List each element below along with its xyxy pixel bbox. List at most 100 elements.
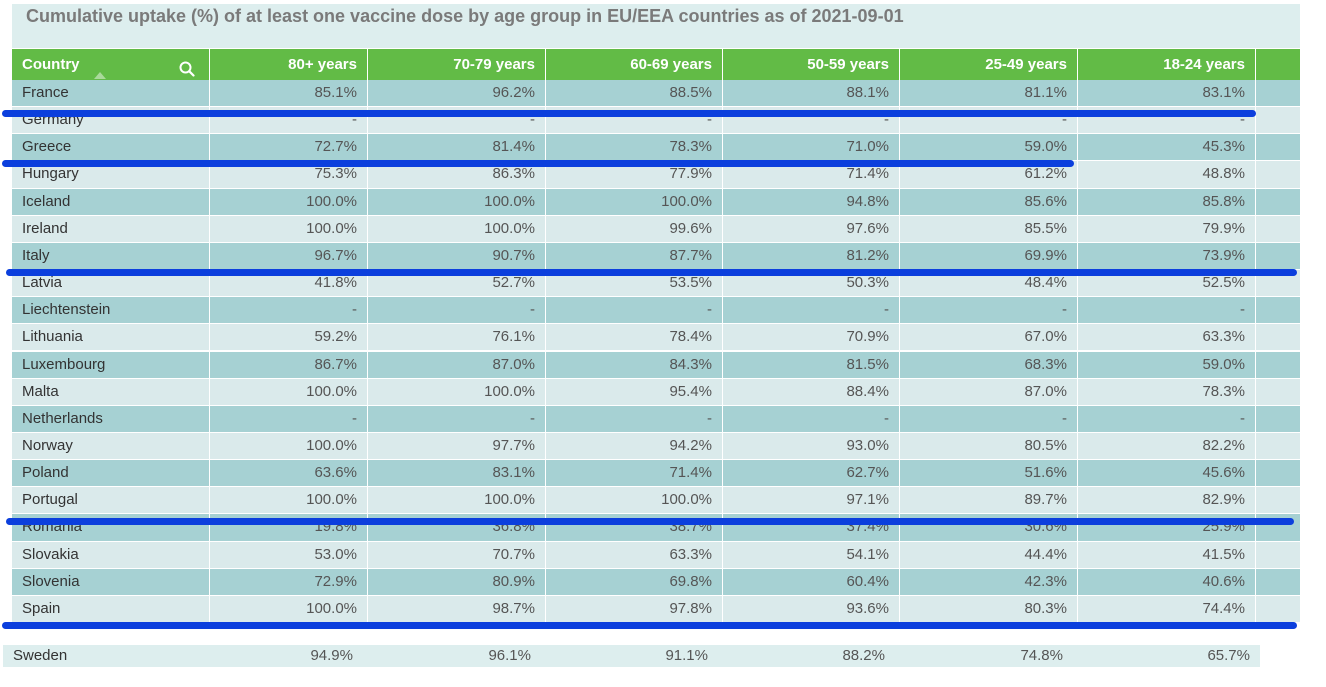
table-title: Cumulative uptake (%) of at least one va… <box>26 6 904 26</box>
value-cell: 63.3% <box>546 541 722 568</box>
row-filler <box>1256 541 1300 568</box>
value-cell: 85.5% <box>900 215 1077 242</box>
value-cell: 53.0% <box>210 541 367 568</box>
value-cell: - <box>546 297 722 324</box>
value-cell: 96.1% <box>363 645 541 667</box>
column-header-60-69[interactable]: 60-69 years <box>546 49 722 80</box>
row-filler <box>1256 215 1300 242</box>
value-cell: 88.5% <box>546 80 722 107</box>
value-cell: 69.8% <box>546 568 722 595</box>
value-cell: - <box>900 405 1077 432</box>
value-cell: 89.7% <box>900 487 1077 514</box>
column-header-label: 18-24 years <box>1163 56 1245 73</box>
country-cell: Slovenia <box>12 568 209 595</box>
value-cell: - <box>546 405 722 432</box>
value-cell: 87.0% <box>900 378 1077 405</box>
column-header-80plus[interactable]: 80+ years <box>210 49 367 80</box>
annotation-line <box>2 622 1297 629</box>
country-cell: Slovakia <box>12 541 209 568</box>
column-header-label: 50-59 years <box>807 56 889 73</box>
value-cell: 78.3% <box>546 134 722 161</box>
value-cell: 65.7% <box>1073 645 1260 667</box>
value-cell: 87.7% <box>546 242 722 270</box>
value-cell: 71.4% <box>546 460 722 487</box>
column-header-18-24[interactable]: 18-24 years <box>1078 49 1255 80</box>
value-cell: 48.8% <box>1078 161 1255 188</box>
value-cell: 100.0% <box>368 378 545 405</box>
value-cell: 83.1% <box>1078 80 1255 107</box>
value-cell: 88.1% <box>723 80 899 107</box>
column-header-label: 70-79 years <box>453 56 535 73</box>
value-cell: 85.1% <box>210 80 367 107</box>
row-filler <box>1256 107 1300 134</box>
value-cell: 60.4% <box>723 568 899 595</box>
country-cell: Spain <box>12 595 209 622</box>
value-cell: 82.2% <box>1078 432 1255 460</box>
value-cell: 59.0% <box>900 134 1077 161</box>
value-cell: 54.1% <box>723 541 899 568</box>
value-cell: 100.0% <box>210 595 367 622</box>
value-cell: 85.6% <box>900 188 1077 215</box>
country-cell: Lithuania <box>12 324 209 351</box>
country-cell: Ireland <box>12 215 209 242</box>
value-cell: 88.2% <box>718 645 895 667</box>
value-cell: 74.8% <box>895 645 1073 667</box>
value-cell: - <box>210 405 367 432</box>
value-cell: 81.4% <box>368 134 545 161</box>
annotation-line <box>6 269 1297 276</box>
value-cell: 78.4% <box>546 324 722 351</box>
value-cell: 45.6% <box>1078 460 1255 487</box>
value-cell: 94.2% <box>546 432 722 460</box>
value-cell: 45.3% <box>1078 134 1255 161</box>
value-cell: 63.3% <box>1078 324 1255 351</box>
value-cell: 97.7% <box>368 432 545 460</box>
value-cell: 44.4% <box>900 541 1077 568</box>
value-cell: 93.6% <box>723 595 899 622</box>
value-cell: 100.0% <box>210 432 367 460</box>
value-cell: 70.9% <box>723 324 899 351</box>
country-cell: Liechtenstein <box>12 297 209 324</box>
annotation-line <box>2 160 1074 167</box>
value-cell: 97.6% <box>723 215 899 242</box>
value-cell: 96.7% <box>210 242 367 270</box>
value-cell: 81.5% <box>723 351 899 378</box>
row-filler <box>1256 188 1300 215</box>
row-filler <box>1256 432 1300 460</box>
annotation-line <box>2 110 1256 117</box>
value-cell: - <box>210 297 367 324</box>
column-header-50-59[interactable]: 50-59 years <box>723 49 899 80</box>
search-icon[interactable] <box>179 57 195 77</box>
country-cell: Greece <box>12 134 209 161</box>
value-cell: 99.6% <box>546 215 722 242</box>
value-cell: 100.0% <box>210 378 367 405</box>
column-header-label: Country <box>22 56 80 73</box>
value-cell: 82.9% <box>1078 487 1255 514</box>
value-cell: 40.6% <box>1078 568 1255 595</box>
value-cell: 98.7% <box>368 595 545 622</box>
value-cell: - <box>1078 405 1255 432</box>
row-filler <box>1256 460 1300 487</box>
value-cell: 100.0% <box>210 215 367 242</box>
value-cell: 100.0% <box>546 487 722 514</box>
row-filler <box>1256 297 1300 324</box>
value-cell: 87.0% <box>368 351 545 378</box>
row-filler <box>1256 595 1300 622</box>
value-cell: 88.4% <box>723 378 899 405</box>
value-cell: - <box>368 405 545 432</box>
value-cell: 80.5% <box>900 432 1077 460</box>
column-header-70-79[interactable]: 70-79 years <box>368 49 545 80</box>
value-cell: 100.0% <box>210 487 367 514</box>
value-cell: 73.9% <box>1078 242 1255 270</box>
value-cell: 93.0% <box>723 432 899 460</box>
value-cell: 95.4% <box>546 378 722 405</box>
header-filler <box>1256 49 1300 80</box>
country-cell: Norway <box>12 432 209 460</box>
row-filler <box>1256 568 1300 595</box>
value-cell: 59.0% <box>1078 351 1255 378</box>
value-cell: - <box>723 405 899 432</box>
sort-ascending-icon[interactable] <box>94 72 106 79</box>
value-cell: 62.7% <box>723 460 899 487</box>
column-header-25-49[interactable]: 25-49 years <box>900 49 1077 80</box>
column-header-country[interactable]: Country <box>12 49 209 80</box>
